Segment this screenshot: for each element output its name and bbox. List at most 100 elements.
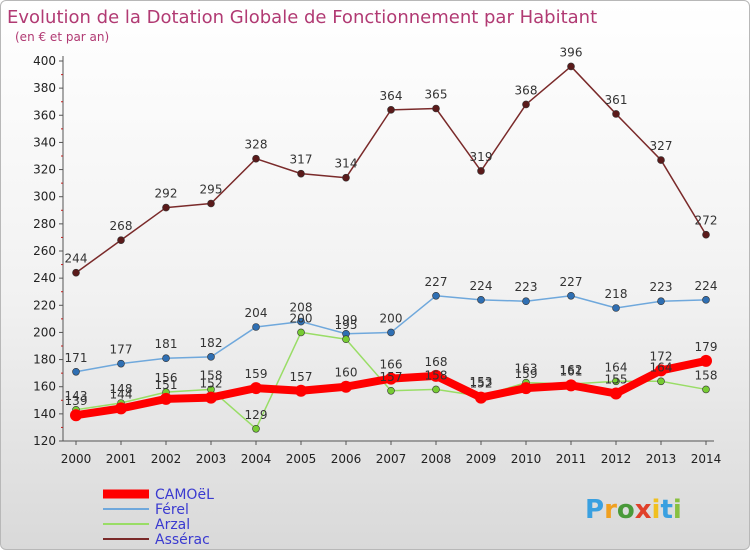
data-label: 143 (65, 389, 88, 403)
data-label: 160 (335, 366, 358, 380)
data-point (567, 62, 575, 71)
data-label: 172 (650, 349, 673, 363)
legend-label: Férel (155, 502, 189, 518)
data-label: 328 (245, 138, 268, 152)
x-tick-label: 2006 (331, 452, 362, 466)
data-point (522, 297, 530, 306)
data-point (250, 382, 262, 395)
data-label: 200 (380, 311, 403, 325)
data-label: 227 (425, 275, 448, 289)
data-label: 272 (695, 214, 718, 228)
brand-letter: x (635, 495, 652, 525)
data-point (702, 296, 710, 304)
data-label: 153 (470, 375, 493, 389)
y-tick-label: 200 (33, 325, 56, 339)
data-point (475, 391, 487, 404)
x-tick-label: 2005 (286, 452, 317, 466)
data-point (477, 296, 485, 304)
data-label: 164 (605, 360, 628, 374)
data-label: 317 (290, 153, 313, 167)
y-tick-label: 120 (33, 434, 56, 448)
data-label: 158 (695, 368, 718, 382)
data-point (160, 392, 172, 405)
data-labels: 244 268 292 295 328 317 314 364 365 319 368 396 361 3… (65, 45, 718, 421)
data-point (115, 402, 127, 415)
data-label: 182 (200, 336, 223, 350)
data-point (340, 380, 352, 393)
data-label: 162 (560, 363, 583, 377)
chart-title: Evolution de la Dotation Globale de Fonc… (7, 7, 597, 28)
data-point (477, 167, 485, 175)
data-label: 224 (470, 279, 493, 293)
data-point (612, 377, 620, 386)
data-label: 168 (425, 355, 448, 369)
data-label: 292 (155, 187, 178, 201)
data-label: 244 (65, 252, 88, 266)
brand-letter: r (604, 495, 617, 525)
x-tick-label: 2002 (151, 452, 182, 466)
y-tick-label: 400 (33, 54, 56, 68)
axes: 120 140 160 180 200 220 240 260 280 300 320 340 360 3… (33, 54, 721, 466)
y-tick-label: 300 (33, 190, 56, 204)
data-point (567, 291, 575, 300)
data-point (700, 354, 712, 367)
data-point (522, 100, 530, 109)
data-point (297, 328, 305, 337)
data-label: 295 (200, 183, 223, 197)
data-label: 361 (605, 93, 628, 107)
x-tick-label: 2003 (196, 452, 227, 466)
data-label: 155 (605, 373, 628, 387)
x-tick-label: 2001 (106, 452, 137, 466)
data-label: 158 (200, 368, 223, 382)
data-point (657, 377, 665, 386)
data-point (655, 364, 667, 377)
y-tick-label: 180 (33, 353, 56, 367)
data-label: 151 (155, 378, 178, 392)
series-lines (70, 62, 712, 433)
data-point (252, 424, 260, 433)
data-point (385, 372, 397, 385)
y-tick-label: 320 (33, 163, 56, 177)
data-point (657, 156, 665, 164)
data-point (612, 304, 620, 312)
x-tick-label: 2008 (421, 452, 452, 466)
data-point (432, 385, 440, 394)
data-point (387, 106, 395, 114)
data-point (162, 354, 170, 363)
data-point (72, 367, 80, 376)
data-label: 177 (110, 343, 133, 357)
data-point (295, 384, 307, 397)
data-label: 195 (335, 318, 358, 332)
data-label: 200 (290, 311, 313, 325)
data-point (162, 203, 170, 212)
data-label: 158 (425, 368, 448, 382)
y-tick-label: 260 (33, 244, 56, 258)
legend-label: CAMOëL (155, 487, 214, 503)
y-tick-label: 280 (33, 217, 56, 231)
data-label: 152 (200, 377, 223, 391)
brand-logo: Proxiti (585, 495, 682, 525)
brand-letter: P (585, 495, 604, 525)
data-label: 319 (470, 150, 493, 164)
brand-letter: i (673, 495, 682, 525)
x-tick-label: 2013 (646, 452, 677, 466)
data-label: 224 (695, 279, 718, 293)
data-point (117, 236, 125, 244)
data-label: 152 (470, 377, 493, 391)
data-point (70, 409, 82, 422)
data-point (702, 385, 710, 394)
data-point (117, 359, 125, 368)
data-label: 368 (515, 83, 538, 97)
data-label: 157 (380, 370, 403, 384)
brand-letter: o (617, 495, 635, 525)
data-point (72, 268, 80, 277)
x-tick-label: 2012 (601, 452, 632, 466)
data-label: 204 (245, 306, 268, 320)
brand-letter: i (652, 495, 661, 525)
legend-label: Arzal (155, 517, 190, 533)
data-label: 181 (155, 337, 178, 351)
data-label: 218 (605, 287, 628, 301)
data-point (297, 169, 305, 178)
data-point (520, 382, 532, 395)
y-tick-label: 360 (33, 108, 56, 122)
